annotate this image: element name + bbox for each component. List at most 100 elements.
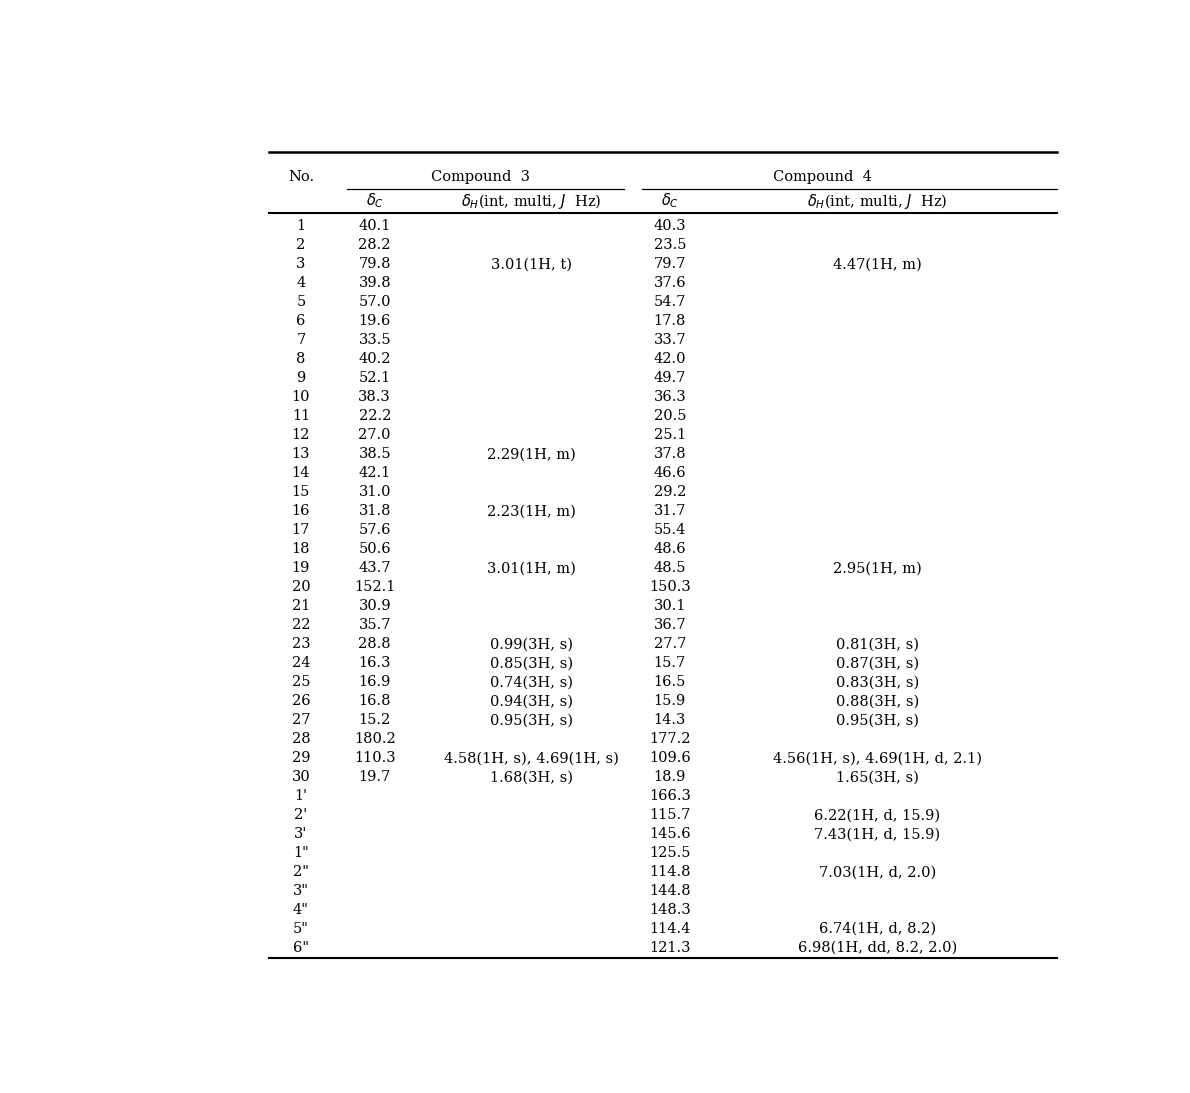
Text: 37.6: 37.6 (653, 277, 687, 291)
Text: 0.94(3H, s): 0.94(3H, s) (490, 694, 572, 708)
Text: 31.0: 31.0 (358, 485, 392, 500)
Text: 150.3: 150.3 (649, 580, 690, 595)
Text: 15.2: 15.2 (358, 714, 390, 727)
Text: 37.8: 37.8 (653, 447, 687, 461)
Text: 57.0: 57.0 (358, 295, 392, 309)
Text: 27: 27 (292, 714, 311, 727)
Text: 15.9: 15.9 (653, 694, 685, 708)
Text: 14.3: 14.3 (653, 714, 685, 727)
Text: 10: 10 (292, 390, 311, 404)
Text: 19: 19 (292, 562, 311, 575)
Text: $\delta_C$: $\delta_C$ (365, 191, 383, 210)
Text: 16.8: 16.8 (358, 694, 392, 708)
Text: 3: 3 (296, 258, 306, 271)
Text: 2: 2 (296, 238, 306, 252)
Text: 152.1: 152.1 (353, 580, 395, 595)
Text: 21: 21 (292, 599, 311, 613)
Text: 6.98(1H, dd, 8.2, 2.0): 6.98(1H, dd, 8.2, 2.0) (797, 941, 957, 955)
Text: $\delta_H$(int, multi, $J$  Hz): $\delta_H$(int, multi, $J$ Hz) (807, 191, 947, 211)
Text: 12: 12 (292, 428, 311, 443)
Text: 16.3: 16.3 (358, 656, 392, 670)
Text: 48.5: 48.5 (653, 562, 687, 575)
Text: 39.8: 39.8 (358, 277, 392, 291)
Text: 79.7: 79.7 (653, 258, 685, 271)
Text: 52.1: 52.1 (358, 372, 390, 386)
Text: 42.1: 42.1 (358, 467, 390, 480)
Text: 144.8: 144.8 (649, 884, 690, 898)
Text: 3.01(1H, t): 3.01(1H, t) (491, 258, 572, 271)
Text: 114.8: 114.8 (649, 866, 690, 879)
Text: 25.1: 25.1 (653, 428, 685, 443)
Text: 7.03(1H, d, 2.0): 7.03(1H, d, 2.0) (819, 866, 937, 879)
Text: 145.6: 145.6 (649, 827, 690, 842)
Text: 4.58(1H, s), 4.69(1H, s): 4.58(1H, s), 4.69(1H, s) (444, 751, 619, 765)
Text: 33.7: 33.7 (653, 333, 687, 348)
Text: 2.23(1H, m): 2.23(1H, m) (487, 504, 576, 518)
Text: 43.7: 43.7 (358, 562, 392, 575)
Text: 40.2: 40.2 (358, 352, 392, 366)
Text: 19.6: 19.6 (358, 315, 390, 329)
Text: 33.5: 33.5 (358, 333, 392, 348)
Text: 79.8: 79.8 (358, 258, 392, 271)
Text: 18: 18 (292, 542, 311, 556)
Text: 0.81(3H, s): 0.81(3H, s) (835, 637, 919, 651)
Text: 3.01(1H, m): 3.01(1H, m) (487, 562, 576, 575)
Text: 0.95(3H, s): 0.95(3H, s) (490, 714, 572, 727)
Text: 22.2: 22.2 (358, 410, 390, 423)
Text: 121.3: 121.3 (649, 941, 690, 955)
Text: 3": 3" (293, 884, 309, 898)
Text: 0.95(3H, s): 0.95(3H, s) (835, 714, 919, 727)
Text: No.: No. (288, 171, 314, 185)
Text: 48.6: 48.6 (653, 542, 687, 556)
Text: 31.7: 31.7 (653, 504, 685, 518)
Text: 0.85(3H, s): 0.85(3H, s) (490, 656, 574, 670)
Text: 28.8: 28.8 (358, 637, 392, 651)
Text: 1.68(3H, s): 1.68(3H, s) (490, 771, 572, 784)
Text: 30.9: 30.9 (358, 599, 392, 613)
Text: 15: 15 (292, 485, 311, 500)
Text: 180.2: 180.2 (353, 732, 395, 747)
Text: 0.87(3H, s): 0.87(3H, s) (835, 656, 919, 670)
Text: 17.8: 17.8 (653, 315, 685, 329)
Text: 27.0: 27.0 (358, 428, 392, 443)
Text: 6": 6" (293, 941, 309, 955)
Text: 31.8: 31.8 (358, 504, 392, 518)
Text: 0.83(3H, s): 0.83(3H, s) (835, 675, 919, 690)
Text: 5: 5 (296, 295, 306, 309)
Text: 148.3: 148.3 (649, 903, 690, 917)
Text: 2.29(1H, m): 2.29(1H, m) (487, 447, 576, 461)
Text: 4: 4 (296, 277, 306, 291)
Text: 36.7: 36.7 (653, 619, 687, 632)
Text: 28.2: 28.2 (358, 238, 392, 252)
Text: 125.5: 125.5 (649, 846, 690, 860)
Text: 0.88(3H, s): 0.88(3H, s) (835, 694, 919, 708)
Text: Compound  4: Compound 4 (772, 171, 871, 185)
Text: 49.7: 49.7 (653, 372, 685, 386)
Text: 36.3: 36.3 (653, 390, 687, 404)
Text: 6.74(1H, d, 8.2): 6.74(1H, d, 8.2) (819, 922, 935, 936)
Text: 27.7: 27.7 (653, 637, 685, 651)
Text: 17: 17 (292, 524, 311, 538)
Text: 46.6: 46.6 (653, 467, 687, 480)
Text: 1': 1' (294, 789, 307, 803)
Text: 23: 23 (292, 637, 311, 651)
Text: 20: 20 (292, 580, 311, 595)
Text: 13: 13 (292, 447, 311, 461)
Text: 1.65(3H, s): 1.65(3H, s) (835, 771, 919, 784)
Text: 28: 28 (292, 732, 311, 747)
Text: 166.3: 166.3 (649, 789, 690, 803)
Text: 0.74(3H, s): 0.74(3H, s) (490, 675, 572, 690)
Text: 16.9: 16.9 (358, 675, 390, 690)
Text: 57.6: 57.6 (358, 524, 392, 538)
Text: 38.5: 38.5 (358, 447, 392, 461)
Text: 30: 30 (292, 771, 311, 784)
Text: 40.3: 40.3 (653, 220, 687, 234)
Text: 35.7: 35.7 (358, 619, 392, 632)
Text: 14: 14 (292, 467, 311, 480)
Text: 38.3: 38.3 (358, 390, 392, 404)
Text: 42.0: 42.0 (653, 352, 687, 366)
Text: 110.3: 110.3 (353, 751, 395, 765)
Text: 15.7: 15.7 (653, 656, 685, 670)
Text: 16.5: 16.5 (653, 675, 685, 690)
Text: 2': 2' (294, 808, 307, 822)
